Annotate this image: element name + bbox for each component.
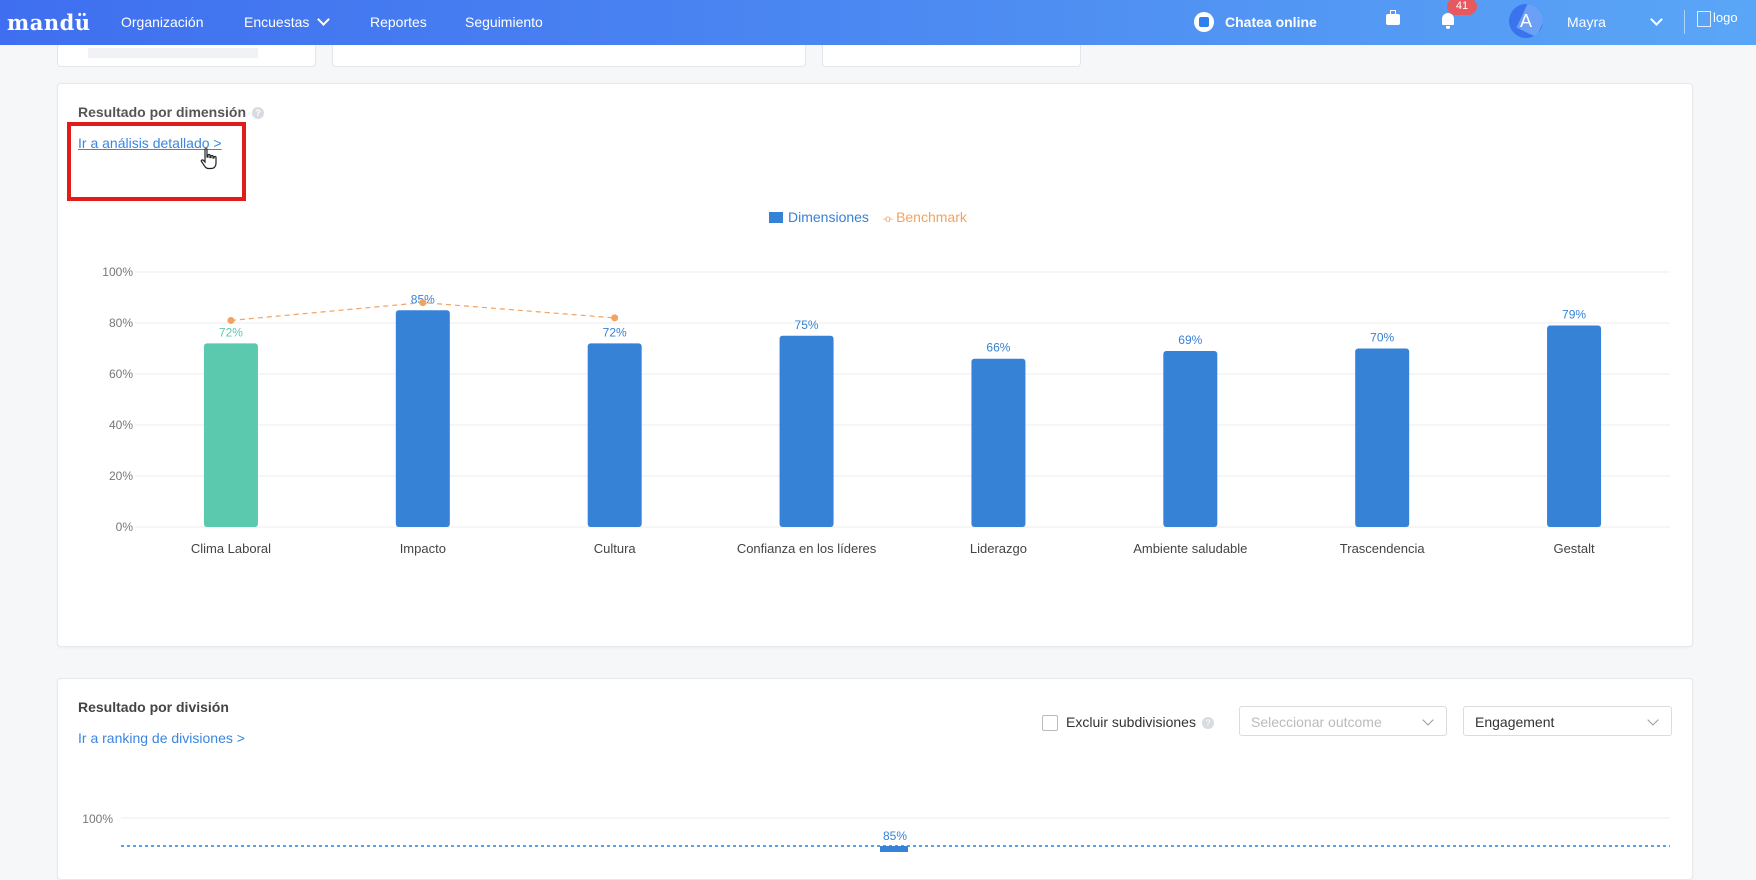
chat-icon — [1194, 12, 1214, 32]
outcome-select[interactable]: Seleccionar outcome — [1239, 706, 1447, 736]
dimension-card-title-text: Resultado por dimensión — [78, 104, 247, 120]
dimensions-legend-swatch — [769, 212, 783, 223]
hand-pointer-icon — [200, 148, 217, 170]
legend-dimensions[interactable]: Dimensiones — [788, 209, 869, 225]
exclude-subdivisions-text: Excluir subdivisiones — [1066, 714, 1196, 730]
nav-organizacion[interactable]: Organización — [121, 14, 204, 30]
chat-label: Chatea online — [1225, 14, 1317, 30]
exclude-subdivisions-label: Excluir subdivisiones? — [1066, 714, 1214, 730]
chevron-down-icon — [1647, 714, 1659, 726]
legend-benchmark[interactable]: Benchmark — [883, 209, 967, 225]
highlight-annotation-box — [67, 122, 246, 201]
divider — [1684, 10, 1685, 34]
chart-legend: Dimensiones Benchmark — [769, 209, 967, 225]
nav-reportes[interactable]: Reportes — [370, 14, 427, 30]
help-icon[interactable]: ? — [1201, 717, 1214, 729]
company-logo: logo — [1697, 10, 1738, 27]
metric-select-value: Engagement — [1475, 714, 1555, 730]
dimension-results-card — [57, 83, 1693, 647]
division-card-title: Resultado por división — [78, 699, 229, 715]
exclude-subdivisions-checkbox[interactable] — [1042, 715, 1058, 731]
bell-icon[interactable] — [1441, 13, 1455, 29]
summary-card-content — [88, 48, 258, 58]
chevron-down-icon — [1422, 714, 1434, 726]
avatar[interactable]: A — [1509, 4, 1543, 38]
nav-encuestas-label: Encuestas — [244, 14, 310, 30]
avatar-initial: A — [1519, 11, 1532, 31]
metric-select[interactable]: Engagement — [1463, 706, 1672, 736]
nav-seguimiento[interactable]: Seguimiento — [465, 14, 543, 30]
help-icon[interactable]: ? — [252, 107, 265, 119]
dimension-card-title: Resultado por dimensión? — [78, 104, 265, 120]
user-name[interactable]: Mayra — [1567, 14, 1606, 30]
user-menu-chevron-icon[interactable] — [1650, 13, 1663, 26]
briefcase-icon[interactable] — [1386, 10, 1400, 25]
division-results-card — [57, 678, 1693, 880]
chevron-down-icon — [317, 13, 331, 26]
nav-encuestas[interactable]: Encuestas — [244, 13, 331, 30]
brand-logo[interactable]: mandü — [7, 10, 91, 35]
chat-online-button[interactable]: Chatea online — [1194, 12, 1317, 32]
detailed-analysis-link[interactable]: Ir a análisis detallado > — [78, 135, 222, 151]
notification-badge: 41 — [1447, 0, 1477, 15]
division-ranking-link[interactable]: Ir a ranking de divisiones > — [78, 730, 245, 746]
outcome-select-placeholder: Seleccionar outcome — [1251, 714, 1382, 730]
top-navigation-bar: mandü Organización Encuestas Reportes Se… — [0, 0, 1756, 45]
